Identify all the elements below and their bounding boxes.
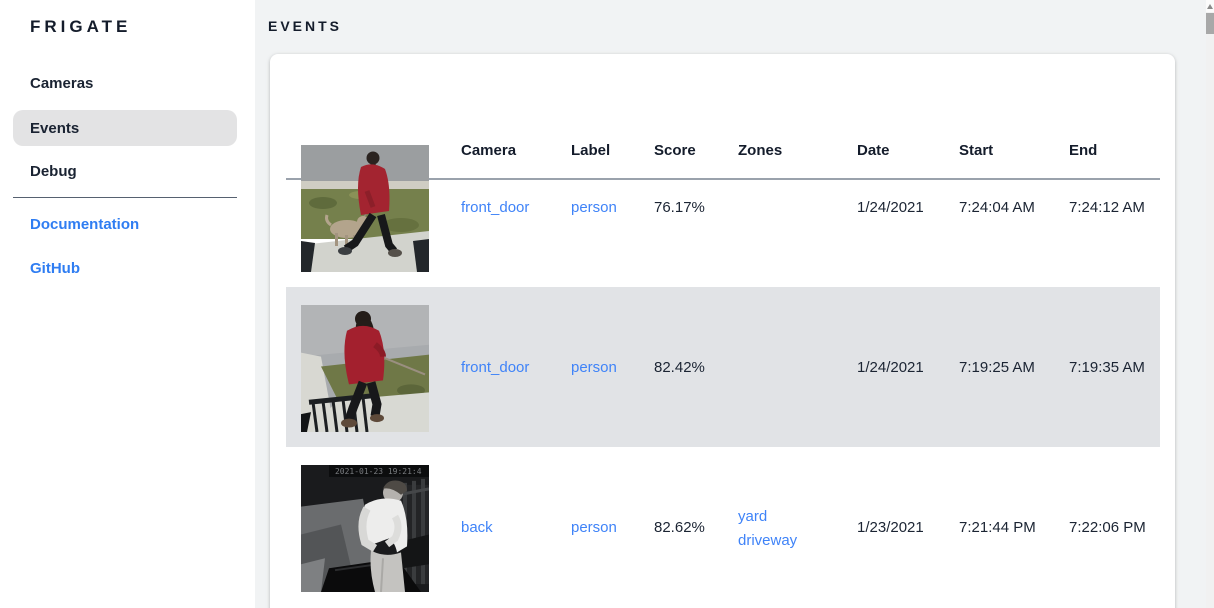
event-end: 7:24:12 AM: [1069, 199, 1145, 216]
main-content: EVENTS Camera Label Score Zones Date Sta…: [255, 0, 1206, 608]
column-header-camera: Camera: [461, 142, 517, 159]
sidebar-item-cameras[interactable]: Cameras: [13, 65, 237, 101]
column-header-score: Score: [654, 142, 696, 159]
event-zone-link[interactable]: driveway: [738, 532, 798, 549]
column-header-label: Label: [571, 142, 611, 159]
event-start: 7:19:25 AM: [959, 359, 1035, 376]
sidebar-link-documentation[interactable]: Documentation: [13, 206, 237, 242]
sidebar-item-label: Debug: [30, 162, 77, 180]
event-date: 1/24/2021: [857, 199, 924, 216]
sidebar-link-github[interactable]: GitHub: [13, 250, 237, 286]
event-row[interactable]: front_door person 76.17% 1/24/2021 7:24:…: [286, 127, 1160, 287]
sidebar-item-debug[interactable]: Debug: [13, 153, 237, 189]
sidebar-link-label: GitHub: [30, 259, 80, 277]
event-camera-link[interactable]: front_door: [461, 359, 530, 376]
event-zone-link[interactable]: yard: [738, 508, 768, 525]
column-header-date: Date: [857, 142, 890, 159]
sidebar-item-label: Events: [30, 119, 80, 137]
column-header-start: Start: [959, 142, 994, 159]
event-camera-link[interactable]: back: [461, 519, 493, 536]
table-header-divider: [286, 178, 1160, 180]
scrollbar[interactable]: [1206, 0, 1214, 608]
event-row-selected[interactable]: front_door person 82.42% 1/24/2021 7:19:…: [286, 287, 1160, 447]
sidebar-link-label: Documentation: [30, 215, 140, 233]
event-start: 7:21:44 PM: [959, 519, 1036, 536]
event-end: 7:22:06 PM: [1069, 519, 1146, 536]
event-thumbnail[interactable]: 2021-01-23 19:21:4: [301, 465, 429, 592]
event-end: 7:19:35 AM: [1069, 359, 1145, 376]
column-header-end: End: [1069, 142, 1098, 159]
event-label-link[interactable]: person: [571, 199, 617, 216]
event-score: 82.62%: [654, 519, 705, 536]
event-start: 7:24:04 AM: [959, 199, 1035, 216]
chevron-up-icon: [1207, 4, 1213, 9]
event-row[interactable]: 2021-01-23 19:21:4 back person 82.62% ya…: [286, 447, 1160, 607]
event-date: 1/23/2021: [857, 519, 924, 536]
column-header-zones: Zones: [738, 142, 783, 159]
scrollbar-up-button[interactable]: [1206, 0, 1214, 12]
event-label-link[interactable]: person: [571, 519, 617, 536]
svg-text:2021-01-23 19:21:4: 2021-01-23 19:21:4: [335, 467, 422, 476]
event-thumbnail[interactable]: [301, 145, 429, 272]
events-table-card: Camera Label Score Zones Date Start End: [270, 54, 1175, 608]
page-title: EVENTS: [268, 18, 343, 34]
sidebar-divider: [13, 197, 237, 198]
sidebar-item-label: Cameras: [30, 74, 94, 92]
event-score: 76.17%: [654, 199, 705, 216]
event-date: 1/24/2021: [857, 359, 924, 376]
event-thumbnail[interactable]: [301, 305, 429, 432]
scrollbar-thumb[interactable]: [1206, 13, 1214, 34]
event-camera-link[interactable]: front_door: [461, 199, 530, 216]
event-zones[interactable]: yard driveway: [738, 505, 797, 553]
sidebar: FRIGATE Cameras Events Debug Documentati…: [0, 0, 255, 608]
sidebar-item-events[interactable]: Events: [13, 110, 237, 146]
event-label-link[interactable]: person: [571, 359, 617, 376]
app-logo: FRIGATE: [30, 17, 132, 36]
event-score: 82.42%: [654, 359, 705, 376]
